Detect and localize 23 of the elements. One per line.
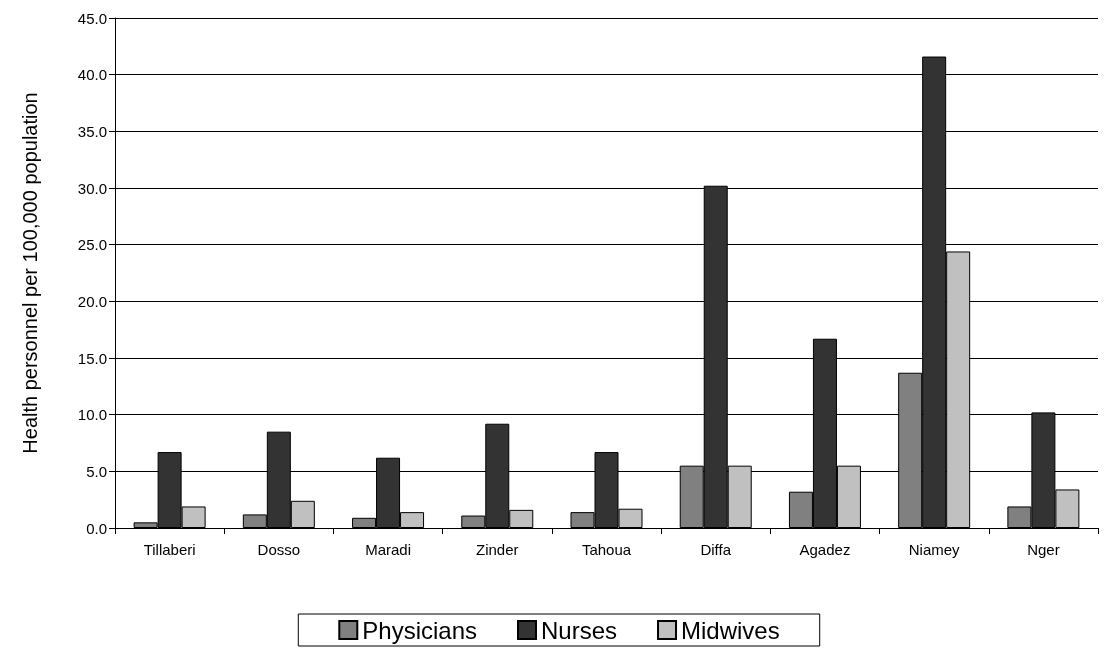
legend-label: Physicians <box>362 616 478 644</box>
y-tick-label: 0.0 <box>86 519 107 537</box>
y-tick-label: 45.0 <box>77 9 107 27</box>
legend-label: Midwives <box>681 616 780 644</box>
y-tick-label: 10.0 <box>77 406 107 424</box>
x-tick-label: Tahoua <box>581 541 632 558</box>
legend-label: Nurses <box>541 616 618 644</box>
x-tick-label: Maradi <box>365 541 411 558</box>
y-tick-label: 5.0 <box>86 462 107 480</box>
x-tick-label: Tillaberi <box>143 541 196 558</box>
y-tick-label: 20.0 <box>77 292 107 310</box>
x-tick-label: Nger <box>1027 541 1060 558</box>
x-tick-label: Niamey <box>908 541 961 558</box>
x-tick-label: Diffa <box>700 541 732 558</box>
y-tick-label: 35.0 <box>77 122 107 140</box>
y-tick-label: 40.0 <box>77 66 107 84</box>
x-tick-label: Agadez <box>799 541 851 558</box>
y-tick-label: 15.0 <box>77 349 107 367</box>
x-tick-label: Zinder <box>476 541 519 558</box>
y-axis-title: Health personnel per 100,000 population <box>19 92 41 454</box>
y-tick-label: 30.0 <box>77 179 107 197</box>
y-tick-label: 25.0 <box>77 236 107 254</box>
x-tick-label: Dosso <box>257 541 301 558</box>
